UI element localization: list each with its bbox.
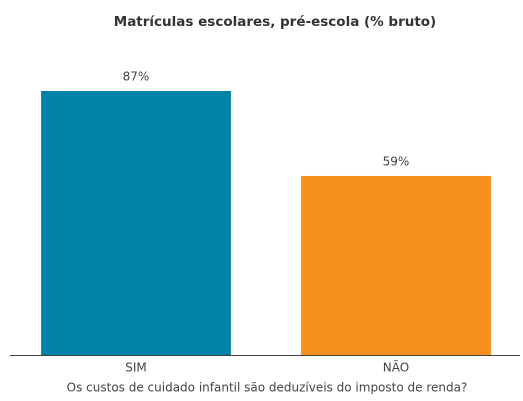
x-tick-label: NÃO [383, 360, 409, 375]
x-tick-label: SIM [125, 361, 147, 375]
bar [301, 175, 491, 355]
x-axis-label: Os custos de cuidado infantil são deduzí… [67, 381, 468, 395]
value-label: 87% [123, 70, 150, 84]
bar [41, 91, 231, 355]
chart-title: Matrículas escolares, pré-escola (% brut… [114, 14, 436, 30]
value-label: 59% [383, 154, 410, 168]
